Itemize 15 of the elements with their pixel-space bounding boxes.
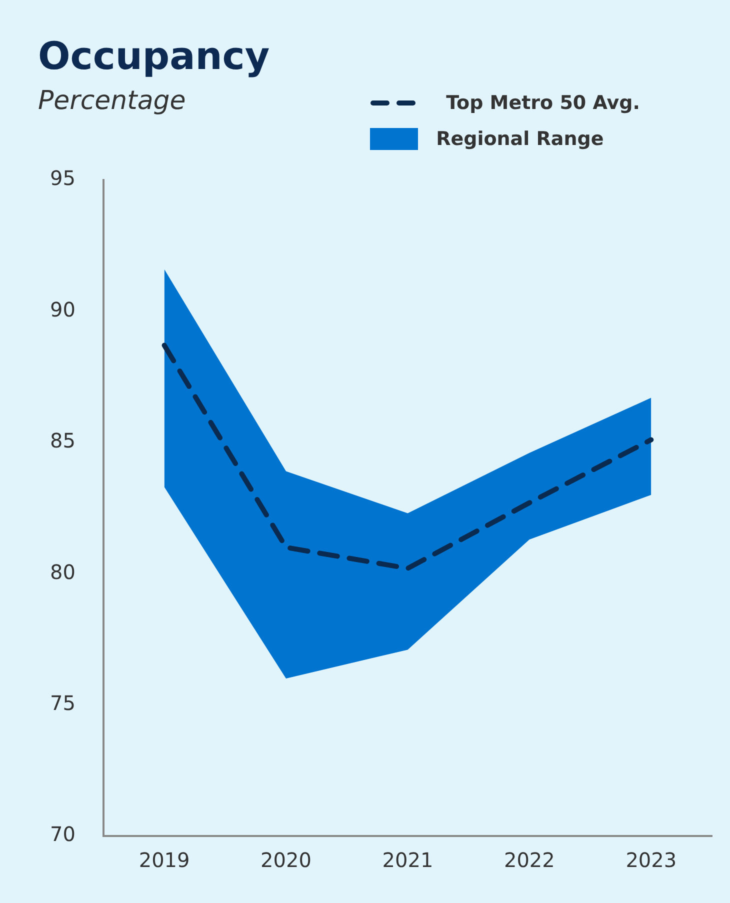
y-tick-label: 70 xyxy=(50,822,76,846)
x-tick-label: 2019 xyxy=(138,848,190,872)
y-tick-label: 85 xyxy=(50,428,76,453)
y-tick-label: 95 xyxy=(50,166,76,190)
x-tick-label: 2021 xyxy=(382,848,434,872)
x-tick-label: 2023 xyxy=(626,848,677,872)
chart-subtitle: Percentage xyxy=(38,86,186,116)
y-tick-label: 75 xyxy=(50,691,76,716)
x-tick-label: 2020 xyxy=(260,848,312,872)
chart-title: Occupancy xyxy=(38,34,270,78)
x-tick-label: 2022 xyxy=(504,848,555,872)
y-tick-label: 80 xyxy=(50,560,76,584)
y-tick-label: 90 xyxy=(50,297,76,322)
legend-label: Regional Range xyxy=(436,128,604,150)
legend-label: Top Metro 50 Avg. xyxy=(446,92,640,114)
